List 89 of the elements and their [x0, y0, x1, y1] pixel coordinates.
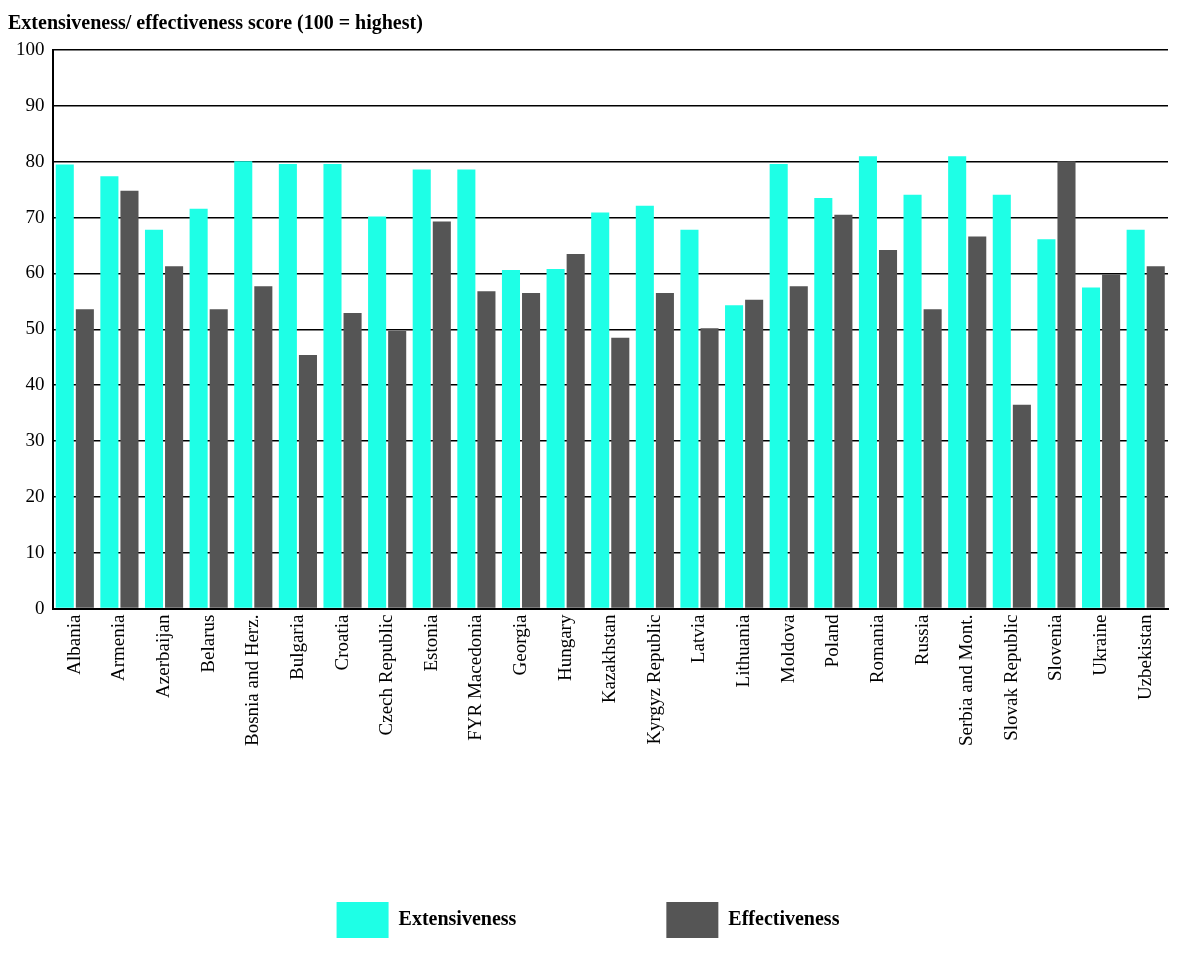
bar: [878, 249, 898, 608]
bar: [368, 216, 387, 608]
bar: [100, 176, 119, 608]
bar: [769, 163, 788, 608]
y-tick-label: 60: [25, 261, 45, 283]
x-tick-label: Kyrgyz Republic: [642, 614, 664, 745]
bar: [1057, 161, 1076, 608]
x-tick-label: Lithuania: [732, 614, 754, 688]
bar: [323, 163, 342, 608]
bar: [680, 229, 699, 608]
x-tick-label: Belarus: [196, 614, 218, 673]
bar: [700, 328, 719, 608]
bar: [432, 221, 451, 608]
x-tick-label: Slovak Republic: [999, 614, 1021, 741]
y-tick-label: 0: [35, 596, 45, 618]
x-tick-label: Uzbekistan: [1133, 614, 1155, 701]
bar: [501, 270, 521, 608]
legend-label: Extensiveness: [398, 907, 517, 930]
bar: [635, 205, 654, 608]
x-tick-label: Bulgaria: [285, 614, 307, 681]
x-tick-label: Ukraine: [1089, 614, 1111, 676]
bar: [254, 286, 273, 608]
legend-label: Effectiveness: [728, 907, 840, 930]
bar: [611, 337, 630, 608]
bar: [298, 355, 317, 608]
bar: [1126, 229, 1145, 608]
bar: [834, 214, 853, 608]
bar: [725, 305, 744, 608]
x-tick-label: Georgia: [508, 614, 530, 676]
x-tick-label: Latvia: [687, 614, 709, 664]
bar: [412, 169, 431, 608]
bar: [209, 309, 228, 608]
y-tick-label: 10: [25, 540, 45, 562]
y-tick-label: 90: [25, 93, 45, 115]
chart-title: Extensiveness/ effectiveness score (100 = highest): [8, 11, 423, 35]
bar: [858, 156, 877, 608]
bar: [165, 266, 184, 608]
x-tick-label: Poland: [821, 614, 843, 668]
y-tick-label: 20: [25, 484, 45, 506]
bar: [591, 212, 610, 608]
x-tick-label: Romania: [865, 614, 887, 684]
y-tick-label: 100: [16, 37, 45, 59]
bar: [278, 163, 297, 608]
x-tick-label: Moldova: [776, 614, 798, 684]
x-tick-label: FYR Macedonia: [464, 614, 486, 741]
bar: [903, 194, 922, 608]
bar: [1102, 274, 1121, 608]
y-tick-label: 50: [25, 317, 45, 339]
bar: [522, 292, 541, 608]
x-tick-label: Estonia: [419, 614, 441, 672]
bar: [948, 156, 967, 608]
bar: [1012, 404, 1031, 608]
bar: [388, 330, 407, 608]
x-tick-label: Albania: [62, 614, 84, 675]
bar: [75, 309, 94, 608]
bar: [343, 313, 362, 608]
x-tick-label: Bosnia and Herz.: [241, 614, 263, 746]
bar: [655, 292, 674, 608]
bar: [189, 208, 208, 608]
bar: [745, 299, 764, 608]
bar: [566, 253, 585, 608]
x-tick-label: Croatia: [330, 614, 352, 671]
x-tick-label: Armenia: [107, 614, 129, 682]
bar: [814, 198, 833, 608]
bar: [477, 291, 496, 608]
bar: [234, 161, 253, 608]
bar: [1081, 287, 1101, 608]
x-tick-label: Azerbaijan: [152, 614, 174, 698]
bar: [923, 309, 942, 608]
x-tick-label: Kazakhstan: [598, 614, 620, 704]
bar: [55, 164, 74, 608]
y-tick-label: 30: [25, 429, 45, 451]
bar: [1146, 266, 1165, 608]
bar: [968, 236, 987, 608]
bar: [120, 190, 139, 608]
x-tick-label: Russia: [910, 614, 932, 666]
x-tick-label: Slovenia: [1044, 614, 1066, 682]
bar: [546, 268, 565, 608]
bar: [144, 229, 164, 608]
x-tick-label: Serbia and Mont.: [955, 614, 977, 747]
bar: [789, 286, 808, 608]
y-tick-label: 40: [25, 373, 45, 395]
x-tick-label: Czech Republic: [375, 614, 397, 736]
bar: [992, 194, 1011, 608]
y-tick-label: 80: [25, 149, 45, 171]
bar: [457, 169, 476, 608]
bar: [1037, 239, 1056, 608]
x-tick-label: Hungary: [553, 614, 575, 682]
y-tick-label: 70: [25, 205, 45, 227]
